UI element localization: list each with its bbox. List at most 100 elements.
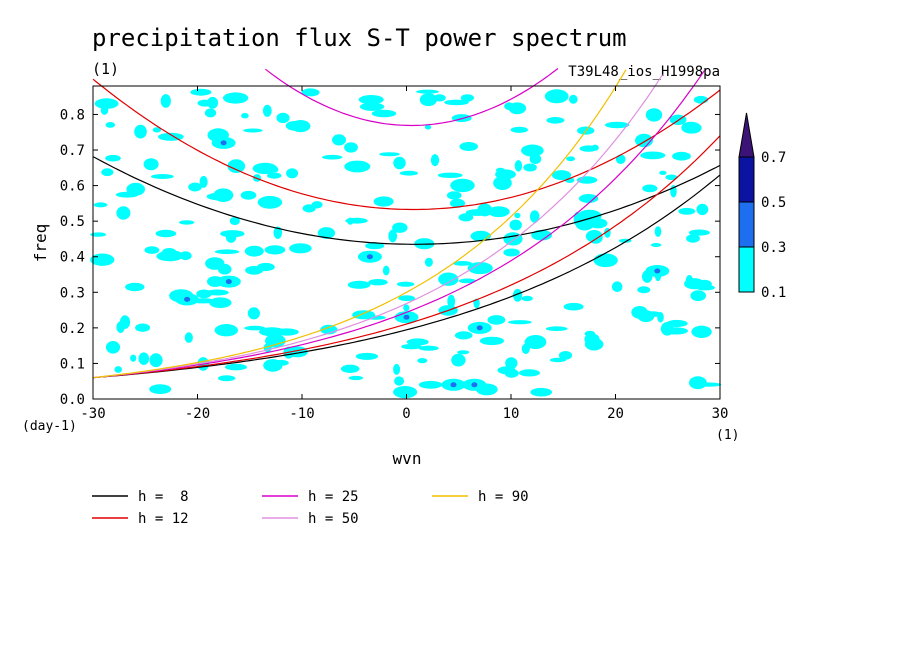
contour-patch (631, 306, 648, 319)
contour-patch (197, 99, 213, 107)
contour-patch (452, 261, 473, 266)
contour-patch (155, 229, 177, 238)
contour-patch (217, 375, 236, 382)
contour-patch (247, 307, 260, 320)
contour-patch (264, 245, 286, 255)
contour-patch (518, 369, 541, 377)
contour-patch (252, 162, 278, 174)
contour-patch (693, 95, 709, 104)
contour-patch (273, 226, 283, 239)
contour-patch (497, 366, 516, 375)
contour-patch (593, 253, 618, 268)
contour-patch-high (476, 325, 483, 331)
contour-patch (503, 248, 520, 257)
contour-patch (267, 172, 282, 179)
contour-patch (685, 275, 694, 288)
run-id-label: T39L48_ios_H1998pa (568, 64, 720, 80)
legend-label: h = 90 (478, 489, 529, 505)
contour-patch (503, 232, 523, 246)
contour-patch (355, 352, 379, 360)
contour-patch (135, 323, 151, 332)
contour-patch (523, 163, 537, 172)
colorbar-label: 0.5 (761, 195, 786, 211)
dispersion-curve-upper (92, 78, 721, 211)
contour-patch (479, 336, 504, 346)
dispersion-curve-lower (92, 74, 664, 379)
contour-patch (531, 229, 552, 241)
contour-patch (509, 219, 522, 231)
contour-patch (227, 159, 246, 174)
colorbar-arrow (738, 112, 755, 158)
contour-patch (460, 94, 474, 102)
colorbar-segment (738, 201, 755, 248)
contour-patch (406, 338, 429, 346)
contour-patch (322, 154, 343, 160)
contour-patch (665, 174, 678, 181)
contour-patch (225, 231, 237, 243)
contour-fill-layer (90, 88, 722, 399)
contour-patch (529, 210, 540, 223)
contour-patch (213, 188, 234, 202)
contour-patch (382, 265, 390, 276)
contour-patch (584, 338, 604, 351)
contour-patch (130, 354, 137, 362)
contour-patch (301, 88, 320, 97)
contour-patch (355, 218, 363, 223)
contour-patch (149, 353, 163, 368)
contour-patch (645, 108, 663, 122)
contour-patch (451, 353, 466, 367)
contour-patch (495, 169, 516, 180)
dispersion-curve-layer (92, 68, 721, 379)
legend: h = 8 h = 12 h = 25 h = 50 h = 90 (92, 489, 529, 527)
y-unit-label: (day-1) (22, 419, 77, 434)
contour-patch (530, 387, 552, 397)
contour-patch (467, 262, 493, 275)
contour-patch (143, 158, 159, 171)
contour-patch (214, 249, 240, 254)
contour-patch-high (654, 268, 661, 274)
contour-patch (424, 124, 432, 130)
contour-patch (373, 196, 394, 207)
contour-patch (379, 152, 400, 157)
contour-patch (514, 212, 521, 219)
contour-patch (156, 251, 181, 262)
contour-patch (430, 154, 440, 167)
contour-patch (510, 126, 528, 133)
contour-patch (637, 286, 651, 294)
contour-patch (393, 363, 401, 375)
contour-patch (368, 279, 388, 286)
y-tick-label: 0.5 (60, 214, 85, 230)
contour-patch (90, 232, 107, 237)
y-tick-label: 0.0 (60, 392, 85, 408)
colorbar: 0.1 0.3 0.5 0.7 (738, 112, 786, 301)
contour-patch (521, 144, 544, 157)
contour-patch (273, 359, 289, 366)
y-tick-label: 0.4 (60, 250, 85, 266)
contour-patch (188, 182, 202, 192)
x-tick-label: -20 (185, 406, 210, 422)
contour-patch-high (184, 296, 191, 302)
contour-patch (240, 190, 257, 200)
contour-patch (416, 89, 439, 94)
contour-patch (549, 357, 567, 363)
contour-patch (604, 121, 630, 129)
contour-patch (447, 294, 456, 309)
contour-patch (105, 154, 121, 162)
contour-patch (286, 168, 299, 179)
contour-patch (160, 94, 171, 108)
contour-patch (190, 88, 212, 96)
contour-patch (204, 108, 217, 118)
contour-patch (396, 281, 415, 287)
contour-patch-high (220, 140, 227, 146)
contour-patch (521, 343, 530, 354)
contour-patch (224, 363, 247, 371)
contour-patch (666, 319, 688, 328)
contour-patch-high (471, 382, 478, 388)
y-tick-label: 0.7 (60, 143, 85, 159)
contour-patch (398, 295, 416, 302)
contour-patch (399, 170, 418, 176)
contour-patch (244, 325, 266, 331)
contour-patch (569, 94, 578, 104)
contour-patch (244, 245, 264, 257)
